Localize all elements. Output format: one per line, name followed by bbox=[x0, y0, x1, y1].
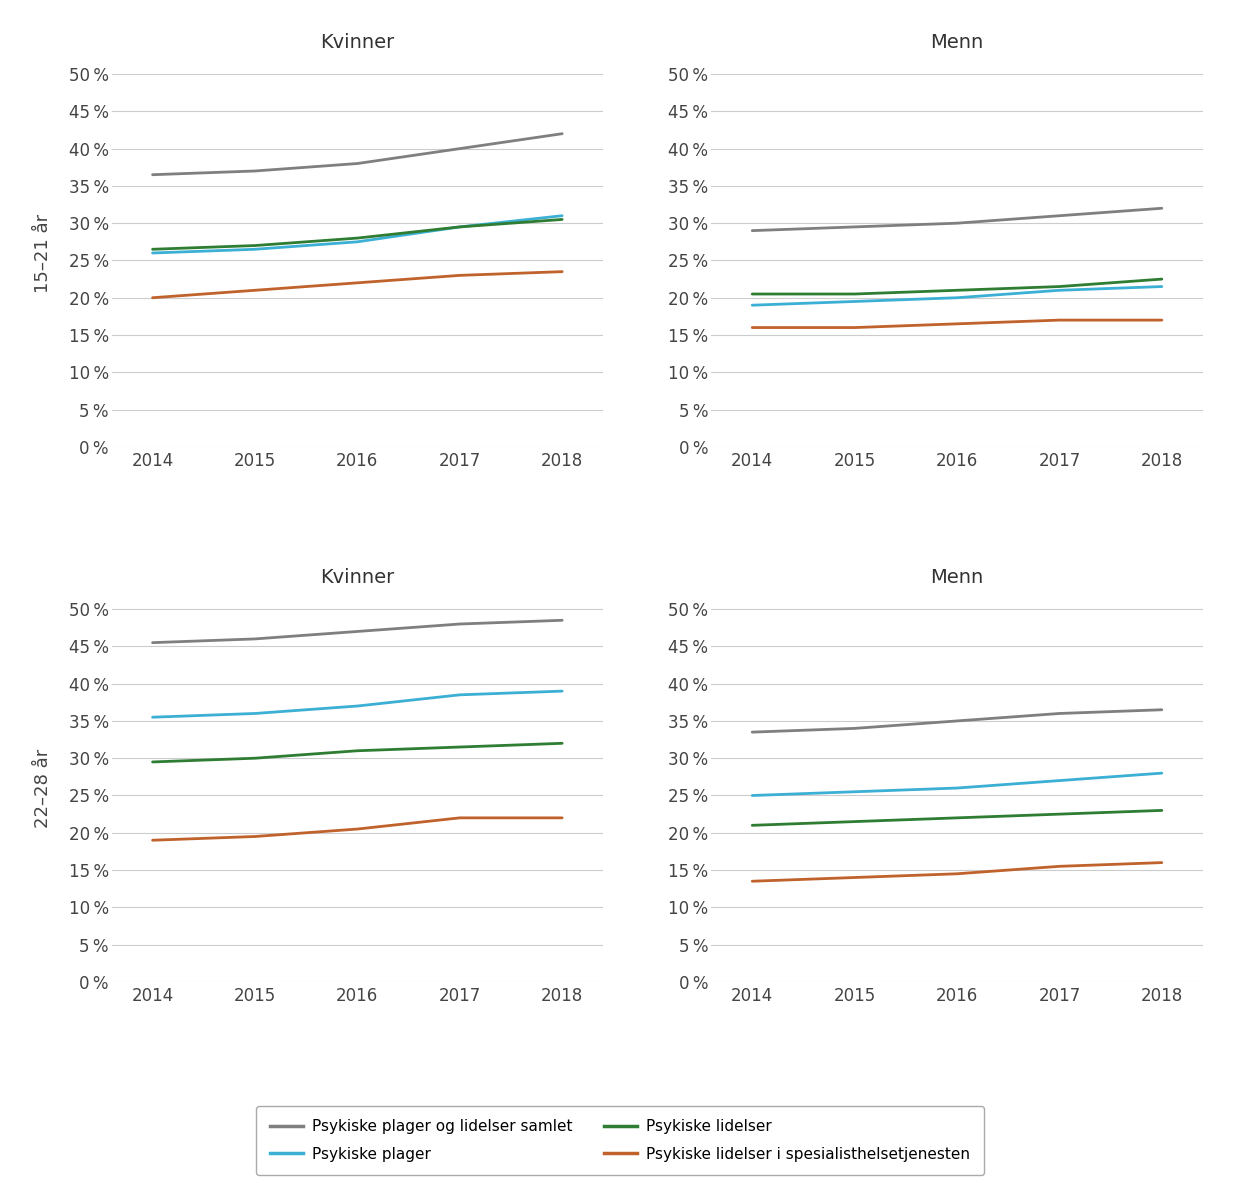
Y-axis label: 15–21 år: 15–21 år bbox=[33, 213, 52, 292]
Title: Menn: Menn bbox=[930, 568, 983, 587]
Title: Kvinner: Kvinner bbox=[320, 568, 394, 587]
Legend: Psykiske plager og lidelser samlet, Psykiske plager, Psykiske lidelser, Psykiske: Psykiske plager og lidelser samlet, Psyk… bbox=[255, 1106, 985, 1176]
Title: Menn: Menn bbox=[930, 33, 983, 52]
Title: Kvinner: Kvinner bbox=[320, 33, 394, 52]
Y-axis label: 22–28 år: 22–28 år bbox=[33, 749, 52, 828]
